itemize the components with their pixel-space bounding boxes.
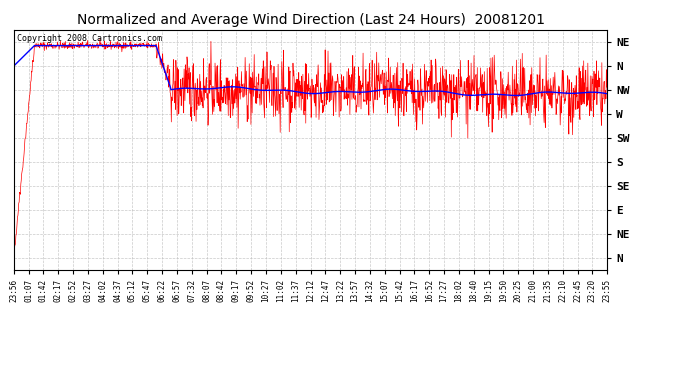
Title: Normalized and Average Wind Direction (Last 24 Hours)  20081201: Normalized and Average Wind Direction (L… xyxy=(77,13,544,27)
Text: Copyright 2008 Cartronics.com: Copyright 2008 Cartronics.com xyxy=(17,34,161,43)
